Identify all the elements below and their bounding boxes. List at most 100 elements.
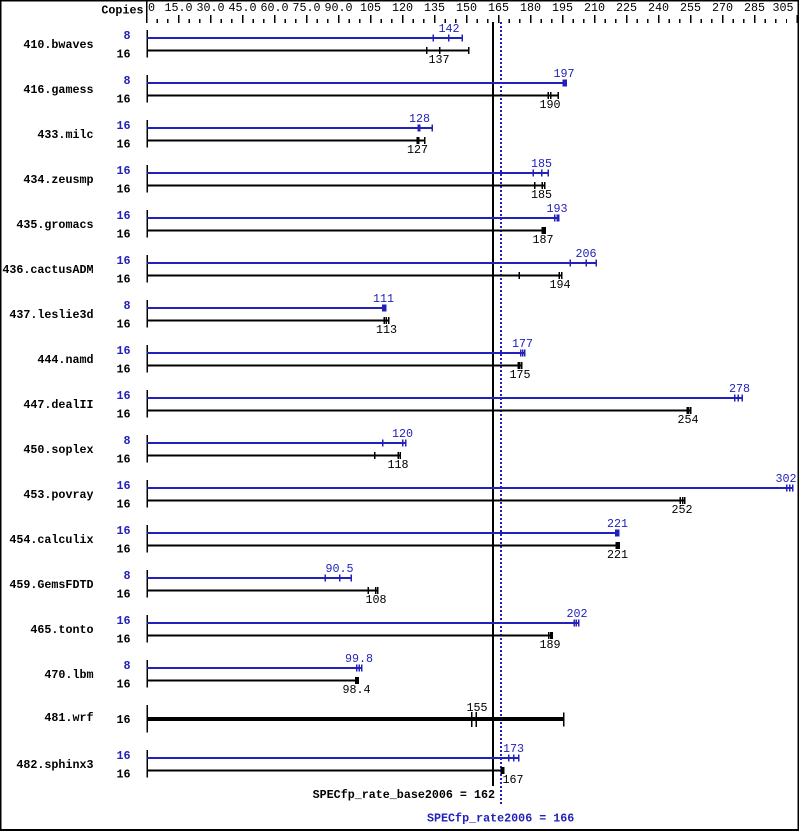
svg-text:193: 193 bbox=[546, 202, 567, 216]
svg-text:16: 16 bbox=[116, 453, 130, 467]
svg-text:8: 8 bbox=[123, 569, 130, 583]
svg-text:98.4: 98.4 bbox=[342, 683, 370, 697]
svg-text:15.0: 15.0 bbox=[164, 1, 192, 15]
svg-text:90.0: 90.0 bbox=[324, 1, 352, 15]
svg-text:16: 16 bbox=[116, 254, 130, 268]
svg-text:Copies: Copies bbox=[101, 4, 143, 18]
svg-text:221: 221 bbox=[607, 517, 628, 531]
svg-text:16: 16 bbox=[116, 768, 130, 782]
svg-text:16: 16 bbox=[116, 318, 130, 332]
svg-text:16: 16 bbox=[116, 479, 130, 493]
svg-text:16: 16 bbox=[116, 228, 130, 242]
svg-text:240: 240 bbox=[648, 1, 669, 15]
svg-text:8: 8 bbox=[123, 434, 130, 448]
svg-text:8: 8 bbox=[123, 29, 130, 43]
svg-text:16: 16 bbox=[116, 164, 130, 178]
svg-text:155: 155 bbox=[466, 701, 487, 715]
svg-text:470.lbm: 470.lbm bbox=[44, 668, 93, 682]
svg-text:16: 16 bbox=[116, 614, 130, 628]
svg-text:255: 255 bbox=[680, 1, 701, 15]
svg-text:437.leslie3d: 437.leslie3d bbox=[9, 308, 93, 322]
svg-text:302: 302 bbox=[775, 472, 796, 486]
svg-text:150: 150 bbox=[456, 1, 477, 15]
svg-text:16: 16 bbox=[116, 273, 130, 287]
svg-text:481.wrf: 481.wrf bbox=[44, 711, 93, 725]
svg-text:482.sphinx3: 482.sphinx3 bbox=[16, 758, 93, 772]
svg-text:433.milc: 433.milc bbox=[37, 128, 93, 142]
svg-text:108: 108 bbox=[365, 593, 386, 607]
svg-text:135: 135 bbox=[424, 1, 445, 15]
svg-text:252: 252 bbox=[671, 503, 692, 517]
svg-text:16: 16 bbox=[116, 633, 130, 647]
svg-text:90.5: 90.5 bbox=[325, 562, 353, 576]
svg-text:453.povray: 453.povray bbox=[23, 488, 93, 502]
svg-text:113: 113 bbox=[376, 323, 397, 337]
svg-text:270: 270 bbox=[712, 1, 733, 15]
svg-text:285: 285 bbox=[744, 1, 765, 15]
svg-text:16: 16 bbox=[116, 48, 130, 62]
svg-text:16: 16 bbox=[116, 678, 130, 692]
svg-text:16: 16 bbox=[116, 713, 130, 727]
svg-text:16: 16 bbox=[116, 183, 130, 197]
svg-text:120: 120 bbox=[392, 427, 413, 441]
svg-text:16: 16 bbox=[116, 588, 130, 602]
svg-text:189: 189 bbox=[539, 638, 560, 652]
svg-text:167: 167 bbox=[502, 773, 523, 787]
svg-text:137: 137 bbox=[428, 53, 449, 67]
svg-text:16: 16 bbox=[116, 498, 130, 512]
svg-text:8: 8 bbox=[123, 74, 130, 88]
svg-text:180: 180 bbox=[520, 1, 541, 15]
svg-text:202: 202 bbox=[566, 607, 587, 621]
svg-text:185: 185 bbox=[531, 157, 552, 171]
svg-text:16: 16 bbox=[116, 119, 130, 133]
svg-text:416.gamess: 416.gamess bbox=[23, 83, 93, 97]
svg-text:206: 206 bbox=[575, 247, 596, 261]
svg-text:142: 142 bbox=[438, 22, 459, 36]
svg-text:165: 165 bbox=[488, 1, 509, 15]
svg-text:210: 210 bbox=[584, 1, 605, 15]
svg-text:459.GemsFDTD: 459.GemsFDTD bbox=[9, 578, 93, 592]
svg-text:435.gromacs: 435.gromacs bbox=[16, 218, 93, 232]
svg-text:16: 16 bbox=[116, 749, 130, 763]
svg-text:177: 177 bbox=[512, 337, 533, 351]
svg-text:128: 128 bbox=[409, 112, 430, 126]
svg-text:120: 120 bbox=[392, 1, 413, 15]
svg-text:127: 127 bbox=[407, 143, 428, 157]
svg-text:16: 16 bbox=[116, 209, 130, 223]
svg-text:16: 16 bbox=[116, 363, 130, 377]
svg-text:75.0: 75.0 bbox=[292, 1, 320, 15]
svg-text:195: 195 bbox=[552, 1, 573, 15]
svg-text:185: 185 bbox=[531, 188, 552, 202]
svg-text:16: 16 bbox=[116, 408, 130, 422]
svg-text:30.0: 30.0 bbox=[196, 1, 224, 15]
svg-text:16: 16 bbox=[116, 524, 130, 538]
svg-text:60.0: 60.0 bbox=[260, 1, 288, 15]
svg-text:436.cactusADM: 436.cactusADM bbox=[2, 263, 93, 277]
svg-text:99.8: 99.8 bbox=[345, 652, 373, 666]
svg-text:16: 16 bbox=[116, 93, 130, 107]
svg-text:278: 278 bbox=[729, 382, 750, 396]
svg-text:221: 221 bbox=[607, 548, 628, 562]
svg-text:111: 111 bbox=[373, 292, 394, 306]
svg-text:305: 305 bbox=[772, 1, 793, 15]
svg-text:225: 225 bbox=[616, 1, 637, 15]
svg-text:SPECfp_rate2006 = 166: SPECfp_rate2006 = 166 bbox=[427, 812, 574, 826]
svg-text:16: 16 bbox=[116, 344, 130, 358]
svg-text:450.soplex: 450.soplex bbox=[23, 443, 93, 457]
svg-text:175: 175 bbox=[509, 368, 530, 382]
svg-text:197: 197 bbox=[553, 67, 574, 81]
svg-text:16: 16 bbox=[116, 543, 130, 557]
svg-text:454.calculix: 454.calculix bbox=[9, 533, 93, 547]
svg-text:254: 254 bbox=[677, 413, 698, 427]
svg-text:0: 0 bbox=[148, 1, 155, 15]
svg-text:465.tonto: 465.tonto bbox=[30, 623, 93, 637]
svg-text:16: 16 bbox=[116, 138, 130, 152]
svg-text:16: 16 bbox=[116, 389, 130, 403]
svg-text:444.namd: 444.namd bbox=[37, 353, 93, 367]
svg-text:173: 173 bbox=[503, 742, 524, 756]
svg-text:187: 187 bbox=[532, 233, 553, 247]
svg-text:105: 105 bbox=[360, 1, 381, 15]
svg-text:8: 8 bbox=[123, 299, 130, 313]
svg-text:447.dealII: 447.dealII bbox=[23, 398, 93, 412]
svg-text:190: 190 bbox=[539, 98, 560, 112]
